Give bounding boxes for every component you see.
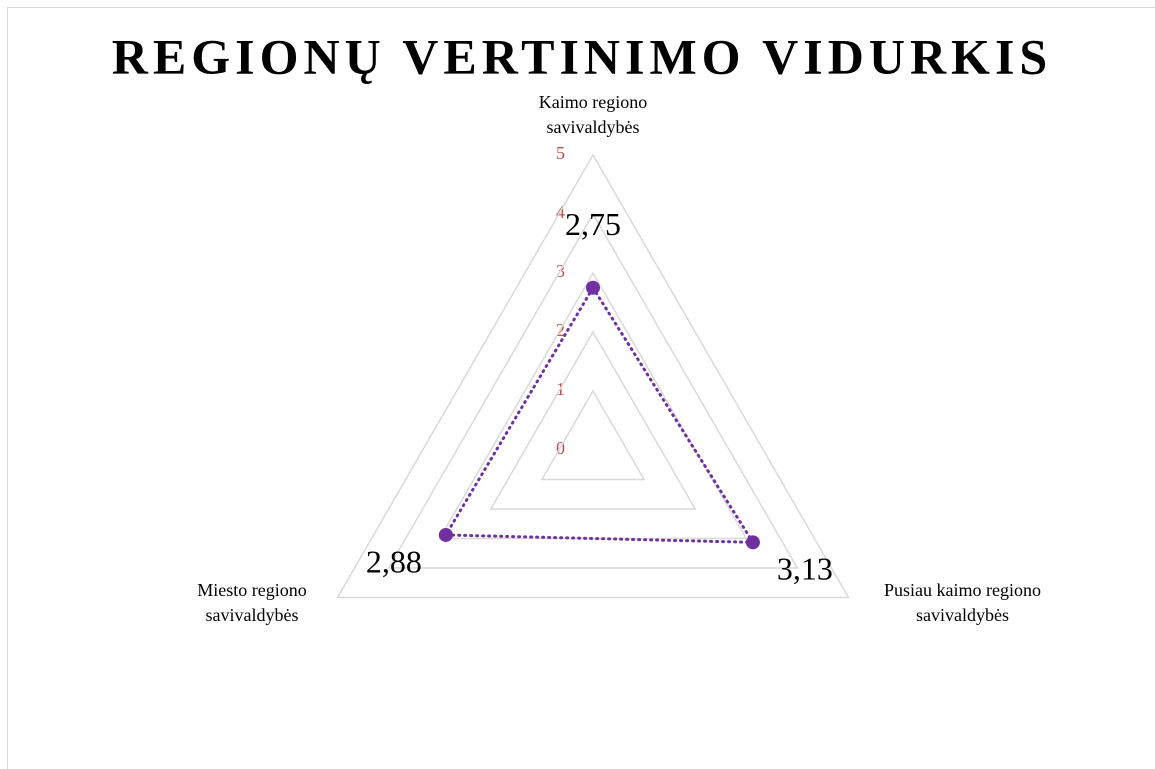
- category-label: Kaimo regiono savivaldybės: [538, 92, 648, 137]
- r-tick-label: 5: [556, 143, 565, 163]
- category-label: Miesto regiono savivaldybės: [197, 580, 307, 625]
- data-point: [438, 527, 453, 542]
- data-label: 2,75: [565, 206, 621, 242]
- grid-ring: [540, 389, 646, 481]
- category-label: Pusiau kaimo regiono savivaldybės: [884, 580, 1041, 625]
- grid-ring: [489, 330, 697, 510]
- data-point: [745, 535, 760, 550]
- grid-ring: [438, 271, 748, 540]
- grid-ring: [336, 153, 850, 599]
- grid-ring: [387, 212, 799, 569]
- chart-border: [7, 7, 1155, 769]
- series-line: [443, 284, 756, 544]
- chart-title: REGIONŲ VERTINIMO VIDURKIS: [112, 28, 1052, 84]
- data-label: 2,88: [366, 543, 422, 579]
- data-label: 3,13: [777, 551, 833, 587]
- data-point: [586, 280, 600, 295]
